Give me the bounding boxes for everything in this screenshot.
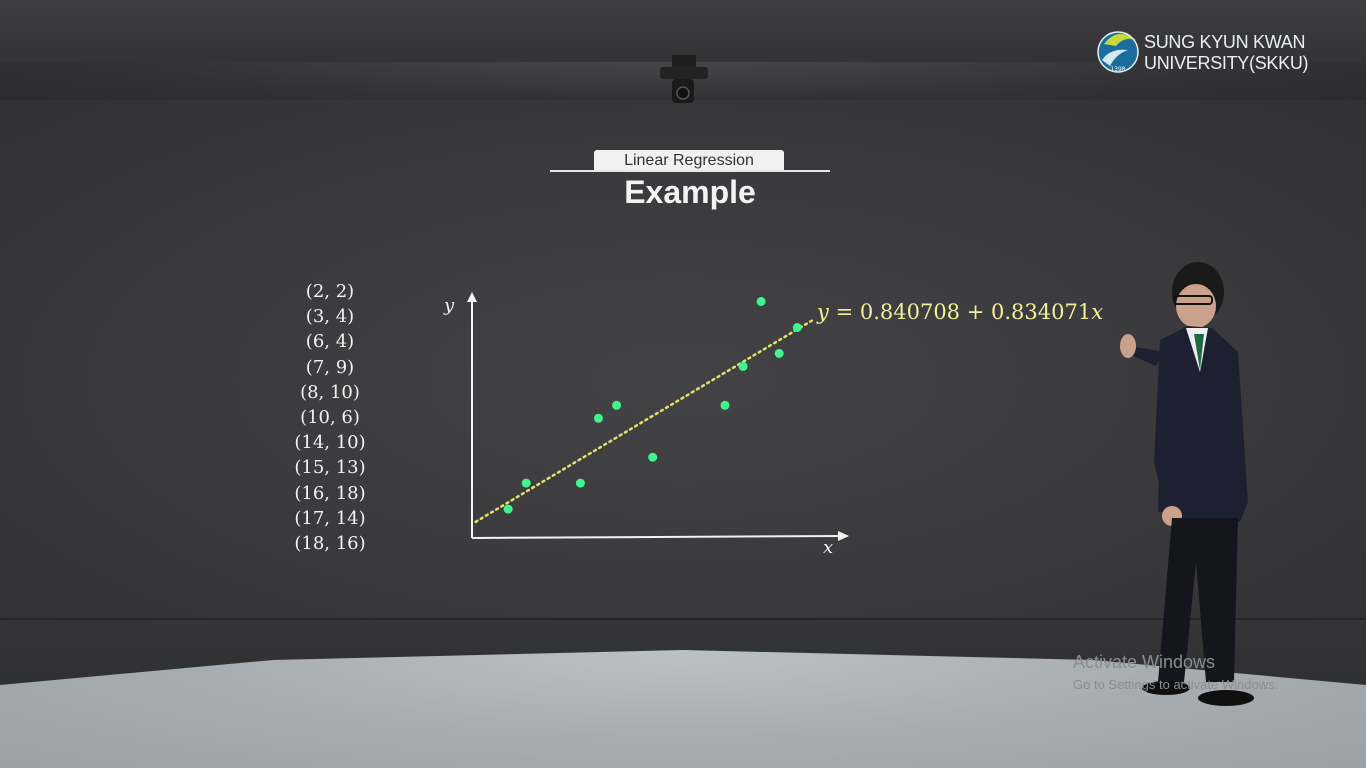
studio-wall: [0, 100, 1366, 660]
y-axis-arrow-icon: [467, 292, 477, 302]
logo-text-line2: UNIVERSITY(SKKU): [1144, 53, 1309, 73]
scatter-point: [594, 413, 603, 423]
scatter-point: [575, 478, 585, 488]
plot-axes: y x: [443, 292, 849, 558]
studio-floor: [0, 650, 1366, 768]
scatter-point: [648, 452, 658, 462]
data-point-label: (7, 9): [305, 356, 355, 378]
watermark-title: Activate Windows: [1073, 652, 1216, 672]
x-axis-label: x: [823, 537, 833, 558]
slide-title: Example: [624, 174, 756, 210]
regression-equation: y = 0.840708 + 0.834071x: [817, 300, 1103, 324]
ceiling-camera-icon: [660, 55, 708, 103]
equation-lhs: y: [817, 300, 829, 324]
data-point-label: (15, 13): [294, 457, 366, 479]
scatter-point: [720, 400, 730, 410]
skku-logo: 1398 SUNG KYUN KWAN UNIVERSITY(SKKU): [1096, 26, 1336, 80]
regression-line: [474, 319, 813, 524]
topic-badge: Linear Regression: [594, 150, 784, 172]
scatter-point: [774, 348, 784, 358]
y-axis-label: y: [443, 295, 455, 316]
skku-emblem-icon: 1398: [1097, 31, 1139, 73]
data-point-label: (6, 4): [305, 331, 355, 353]
svg-text:1398: 1398: [1110, 66, 1125, 73]
logo-text-line1: SUNG KYUN KWAN: [1144, 32, 1306, 52]
x-axis-arrow-icon: [838, 531, 849, 541]
data-point-label: (17, 14): [294, 507, 366, 529]
scatter-point: [521, 478, 531, 488]
data-point-label: (8, 10): [300, 381, 360, 403]
data-point-label: (10, 6): [300, 407, 360, 429]
scatter-points: [503, 297, 802, 514]
data-point-label: (2, 2): [305, 281, 355, 302]
regression-scatter-plot: y x: [443, 292, 849, 558]
presenter-figure: [1120, 262, 1254, 706]
data-point-label: (16, 18): [294, 482, 366, 504]
scatter-point: [503, 504, 513, 514]
activate-windows-watermark: Activate Windows Go to Settings to activ…: [1073, 652, 1278, 692]
data-point-label: (14, 10): [294, 432, 366, 454]
scatter-point: [792, 323, 802, 332]
equation-rhs: = 0.840708 + 0.834071: [835, 300, 1092, 324]
data-point-label: (3, 4): [305, 306, 355, 328]
x-axis: [471, 535, 843, 539]
scatter-point: [756, 297, 766, 306]
data-points-list: (2, 2) (3, 4) (6, 4) (7, 9) (8, 10) (10, 6) (1…: [280, 279, 380, 556]
scatter-point: [738, 361, 748, 371]
watermark-subtitle: Go to Settings to activate Windows.: [1073, 677, 1279, 692]
badge-underline: [550, 170, 830, 172]
data-point-label: (18, 16): [294, 533, 366, 555]
equation-variable: x: [1091, 300, 1104, 324]
scatter-point: [612, 400, 622, 410]
